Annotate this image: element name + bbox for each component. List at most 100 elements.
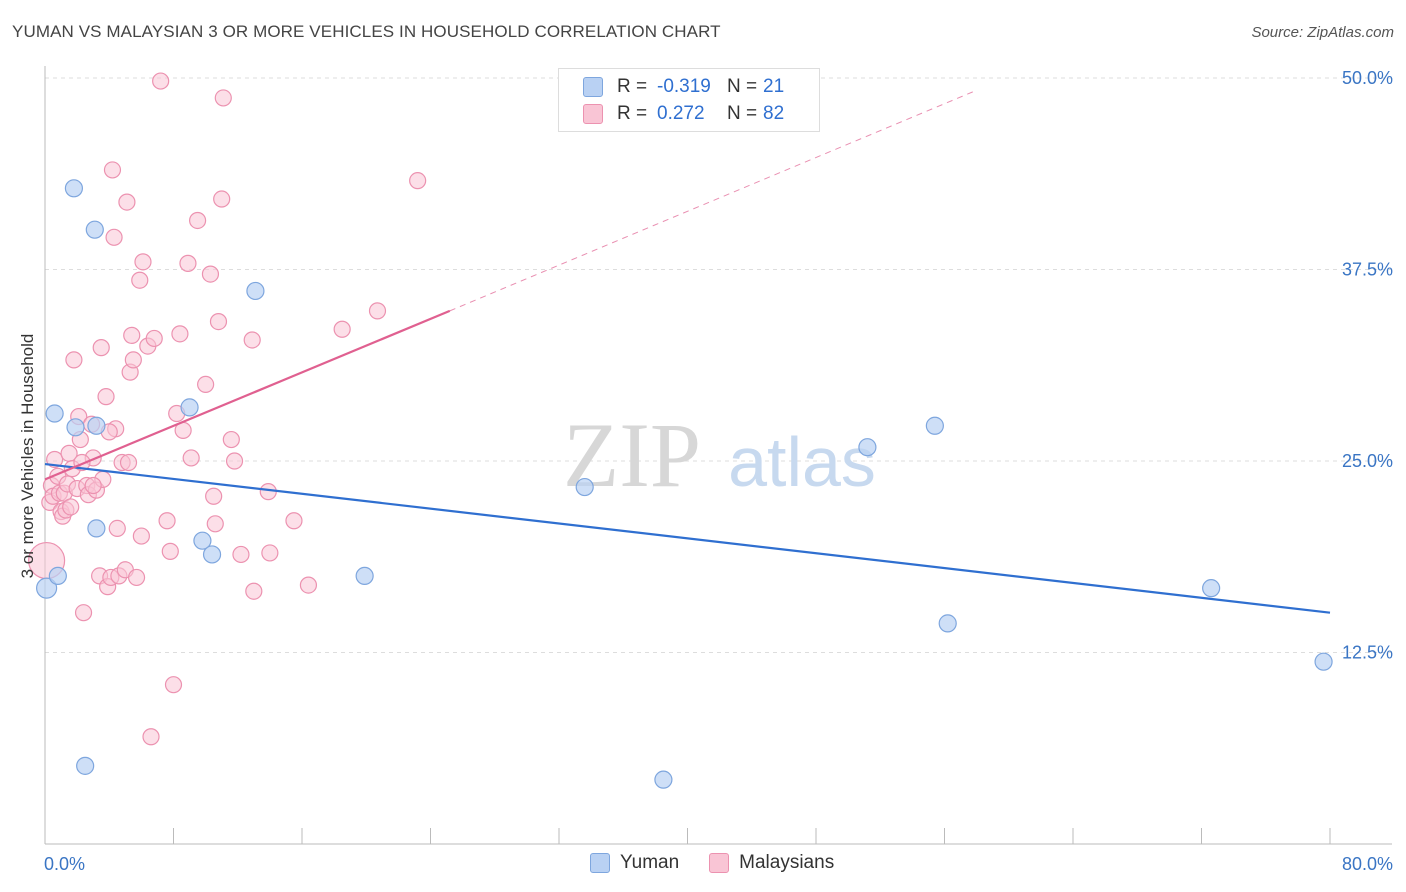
grid-lines: [45, 77, 1392, 653]
malaysians-n-value: 82: [763, 103, 785, 124]
bottom-malaysians-swatch: [709, 853, 730, 873]
trend-lines: [44, 89, 1331, 614]
malaysians-point: [182, 449, 200, 467]
malaysians-point: [145, 329, 163, 348]
yuman-point: [87, 519, 106, 538]
yuman-point: [858, 438, 877, 457]
yuman-point: [925, 416, 944, 435]
malaysians-trend-line: [44, 309, 451, 481]
malaysians-point: [259, 483, 277, 501]
malaysians-point: [92, 339, 110, 357]
yuman-point: [66, 418, 85, 437]
legend-row-yuman: R = -0.319 N = 21: [583, 74, 784, 100]
malaysians-point: [299, 576, 318, 594]
malaysians-trend-extension: [449, 89, 977, 312]
bottom-legend-malaysians: Malaysians: [709, 852, 834, 874]
yuman-point: [1314, 652, 1333, 671]
bottom-yuman-swatch: [590, 853, 610, 873]
malaysians-point: [171, 325, 189, 343]
malaysians-point: [65, 351, 83, 369]
malaysians-point: [132, 527, 150, 545]
malaysians-point: [214, 89, 232, 107]
y-tick-label: 37.5%: [1342, 260, 1393, 280]
yuman-point: [575, 477, 594, 497]
yuman-point: [1202, 579, 1221, 598]
y-tick-label: 12.5%: [1342, 643, 1393, 663]
yuman-point: [193, 531, 212, 550]
malaysians-point: [333, 320, 351, 338]
malaysians-point: [62, 498, 80, 516]
malaysians-point: [134, 253, 152, 271]
malaysians-point: [123, 326, 141, 344]
malaysians-point: [74, 604, 93, 622]
malaysians-point: [84, 476, 102, 495]
yuman-point: [246, 281, 265, 301]
malaysians-point: [409, 172, 427, 190]
malaysians-point: [222, 430, 240, 449]
malaysians-point: [105, 228, 123, 246]
malaysians-point: [127, 568, 146, 587]
malaysians-point: [108, 519, 126, 538]
bottom-malaysians-label: Malaysians: [739, 852, 835, 873]
yuman-point: [202, 545, 222, 564]
tick-labels: 12.5% 25.0% 37.5% 50.0% 0.0% 80.0%: [44, 68, 1393, 874]
yuman-point: [87, 416, 106, 435]
y-axis-title: 3 or more Vehicles in Household: [18, 333, 37, 579]
malaysians-point: [142, 728, 160, 746]
malaysians-point: [119, 453, 138, 472]
x-tick-label-start: 0.0%: [44, 854, 85, 874]
yuman-point: [45, 404, 64, 423]
bottom-yuman-label: Yuman: [620, 852, 680, 873]
legend: R = -0.319 N = 21 R = 0.272 N = 82: [558, 68, 820, 132]
malaysians-point: [243, 331, 261, 349]
malaysians-point: [179, 254, 197, 272]
yuman-n-label: N =: [727, 76, 758, 97]
yuman-point: [85, 220, 104, 239]
malaysians-point: [368, 302, 387, 320]
axes: [44, 66, 1392, 845]
x-tick-label-end: 80.0%: [1342, 854, 1393, 874]
malaysians-point: [205, 487, 223, 505]
malaysians-point: [161, 542, 179, 560]
y-tick-label: 50.0%: [1342, 68, 1393, 88]
malaysians-point: [118, 193, 136, 211]
malaysians-point: [188, 211, 207, 230]
chart-source: Source: ZipAtlas.com: [1251, 24, 1394, 41]
yuman-points: [36, 179, 1333, 789]
yuman-point: [355, 566, 374, 586]
malaysians-point: [97, 388, 115, 406]
yuman-swatch: [583, 77, 603, 97]
malaysians-point: [164, 676, 183, 694]
malaysians-point: [197, 375, 215, 393]
malaysians-point: [225, 452, 244, 470]
malaysians-point: [261, 544, 279, 562]
yuman-point: [36, 577, 58, 599]
yuman-point: [654, 770, 673, 789]
bottom-legend-yuman: Yuman: [590, 852, 679, 874]
malaysians-point: [46, 450, 64, 469]
malaysians-swatch: [583, 104, 603, 124]
malaysians-point: [131, 271, 149, 289]
yuman-point: [180, 398, 199, 417]
watermark: ZIP atlas: [563, 404, 876, 506]
y-tick-label: 25.0%: [1342, 451, 1393, 471]
yuman-point: [938, 614, 957, 633]
malaysians-point: [124, 351, 142, 369]
malaysians-point: [213, 190, 231, 208]
bottom-legend: Yuman Malaysians: [590, 852, 864, 874]
chart-title: YUMAN VS MALAYSIAN 3 OR MORE VEHICLES IN…: [12, 22, 721, 41]
yuman-n-value: 21: [763, 76, 785, 97]
malaysians-point: [209, 312, 228, 331]
malaysians-r-label: R =: [617, 103, 648, 124]
malaysians-point: [152, 72, 170, 90]
yuman-point: [64, 179, 84, 198]
malaysians-points: [28, 72, 427, 746]
yuman-r-label: R =: [617, 76, 648, 97]
malaysians-point: [232, 545, 250, 564]
yuman-point: [76, 756, 95, 775]
malaysians-r-value: 0.272: [657, 103, 705, 124]
yuman-r-value: -0.319: [657, 76, 711, 97]
malaysians-point: [245, 582, 263, 600]
malaysians-point: [206, 515, 224, 533]
